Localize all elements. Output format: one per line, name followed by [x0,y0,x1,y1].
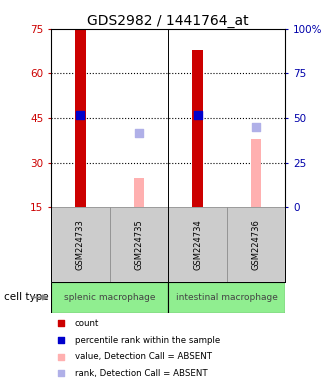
Point [253,124,259,130]
Text: GSM224733: GSM224733 [76,219,85,270]
Point [195,112,200,118]
Text: count: count [75,319,99,328]
Point [58,320,63,326]
Point [136,130,142,136]
Bar [227,207,285,281]
Bar [51,281,168,313]
Text: rank, Detection Call = ABSENT: rank, Detection Call = ABSENT [75,369,207,378]
Bar [192,50,203,207]
Text: GSM224734: GSM224734 [193,219,202,270]
Text: cell type: cell type [4,293,49,303]
Bar [75,29,86,207]
Bar [168,207,227,281]
Text: value, Detection Call = ABSENT: value, Detection Call = ABSENT [75,352,212,361]
Point [58,354,63,360]
Bar [110,207,168,281]
Text: GSM224735: GSM224735 [135,219,144,270]
Text: intestinal macrophage: intestinal macrophage [176,293,278,302]
Point [58,371,63,377]
Bar [51,207,110,281]
Title: GDS2982 / 1441764_at: GDS2982 / 1441764_at [87,14,249,28]
Bar [168,281,285,313]
Text: splenic macrophage: splenic macrophage [64,293,155,302]
Text: GSM224736: GSM224736 [252,219,261,270]
Bar [251,139,261,207]
Point [78,112,83,118]
Point [58,337,63,343]
Bar [134,177,144,207]
Text: percentile rank within the sample: percentile rank within the sample [75,336,220,344]
